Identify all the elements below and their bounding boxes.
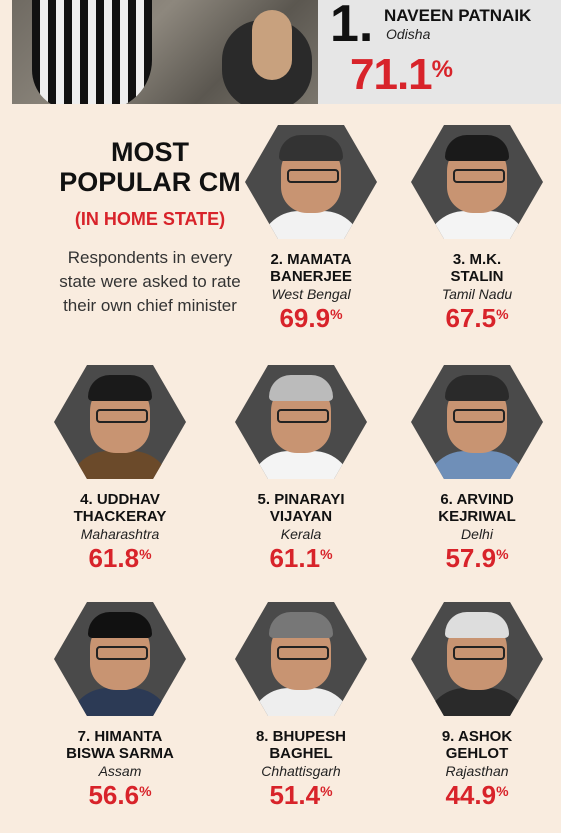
cm-card: 7. HIMANTA BISWA SARMA Assam 56.6% xyxy=(45,602,195,811)
headline-line-1: MOST xyxy=(111,137,189,167)
cm-percentage: 69.9% xyxy=(279,303,343,333)
cm-name: 6. ARVIND KEJRIWAL xyxy=(438,491,516,525)
cm-state: Chhattisgarh xyxy=(261,763,341,779)
portrait-photo xyxy=(411,365,543,479)
portrait-hair xyxy=(88,375,152,401)
portrait-glasses xyxy=(453,409,505,423)
cm-name: 9. ASHOK GEHLOT xyxy=(441,728,513,762)
portrait-clothes xyxy=(249,451,353,479)
portrait-clothes xyxy=(425,451,529,479)
portrait-hair xyxy=(88,612,152,638)
portrait-photo xyxy=(54,602,186,716)
top-ranked-panel xyxy=(318,0,561,104)
top-photo xyxy=(12,0,318,104)
portrait-photo xyxy=(411,125,543,239)
cm-card: 8. BHUPESH BAGHEL Chhattisgarh 51.4% xyxy=(226,602,376,811)
portrait-glasses xyxy=(287,169,339,183)
portrait-photo xyxy=(235,602,367,716)
portrait-photo xyxy=(235,365,367,479)
portrait-clothes xyxy=(249,688,353,716)
portrait-clothes xyxy=(259,211,363,239)
portrait-glasses xyxy=(277,646,329,660)
cm-card: 6. ARVIND KEJRIWAL Delhi 57.9% xyxy=(402,365,552,574)
portrait-clothes xyxy=(68,451,172,479)
top-rank-name: NAVEEN PATNAIK xyxy=(384,6,532,25)
cm-card: 3. M.K. STALIN Tamil Nadu 67.5% xyxy=(402,125,552,334)
description: Respondents in every state were asked to… xyxy=(59,248,241,315)
cm-percentage: 57.9% xyxy=(445,543,509,573)
portrait-glasses xyxy=(453,169,505,183)
portrait-hair xyxy=(445,612,509,638)
cm-state: Assam xyxy=(98,763,142,779)
cm-name: 4. UDDHAV THACKERAY xyxy=(73,491,167,525)
portrait-glasses xyxy=(453,646,505,660)
cm-card: 5. PINARAYI VIJAYAN Kerala 61.1% xyxy=(226,365,376,574)
top-rank-percentage: 71.1% xyxy=(350,50,453,99)
cm-state: West Bengal xyxy=(271,286,351,302)
cm-name: 8. BHUPESH BAGHEL xyxy=(255,728,347,762)
portrait-glasses xyxy=(96,646,148,660)
foot-image xyxy=(252,10,292,80)
cm-card: 4. UDDHAV THACKERAY Maharashtra 61.8% xyxy=(45,365,195,574)
cm-percentage: 51.4% xyxy=(269,780,333,810)
headline: MOST POPULAR CM xyxy=(50,137,250,197)
portrait-hair xyxy=(279,135,343,161)
top-rank-state: Odisha xyxy=(386,26,431,42)
portrait-glasses xyxy=(96,409,148,423)
subheadline: (IN HOME STATE) xyxy=(74,209,226,229)
cm-name: 3. M.K. STALIN xyxy=(450,251,504,285)
top-rank-number: 1. xyxy=(330,0,374,53)
portrait-clothes xyxy=(425,688,529,716)
portrait-hair xyxy=(269,612,333,638)
portrait-clothes xyxy=(425,211,529,239)
cm-name: 7. HIMANTA BISWA SARMA xyxy=(66,728,174,762)
cm-state: Tamil Nadu xyxy=(441,286,513,302)
portrait-clothes xyxy=(68,688,172,716)
cm-percentage: 61.1% xyxy=(269,543,333,573)
portrait-hair xyxy=(445,375,509,401)
cm-percentage: 67.5% xyxy=(445,303,509,333)
cm-card: 9. ASHOK GEHLOT Rajasthan 44.9% xyxy=(402,602,552,811)
portrait-glasses xyxy=(277,409,329,423)
cm-name: 5. PINARAYI VIJAYAN xyxy=(257,491,345,525)
striped-shirt-image xyxy=(32,0,152,104)
headline-line-2: POPULAR CM xyxy=(59,167,241,197)
portrait-hair xyxy=(269,375,333,401)
cm-percentage: 44.9% xyxy=(445,780,509,810)
portrait-hair xyxy=(445,135,509,161)
cm-card: 2. MAMATA BANERJEE West Bengal 69.9% xyxy=(236,125,386,334)
cm-percentage: 56.6% xyxy=(88,780,152,810)
cm-name: 2. MAMATA BANERJEE xyxy=(270,251,352,285)
cm-state: Delhi xyxy=(461,526,493,542)
portrait-photo xyxy=(54,365,186,479)
cm-state: Rajasthan xyxy=(445,763,509,779)
cm-state: Maharashtra xyxy=(80,526,160,542)
portrait-photo xyxy=(245,125,377,239)
cm-percentage: 61.8% xyxy=(88,543,152,573)
cm-state: Kerala xyxy=(280,526,322,542)
portrait-photo xyxy=(411,602,543,716)
